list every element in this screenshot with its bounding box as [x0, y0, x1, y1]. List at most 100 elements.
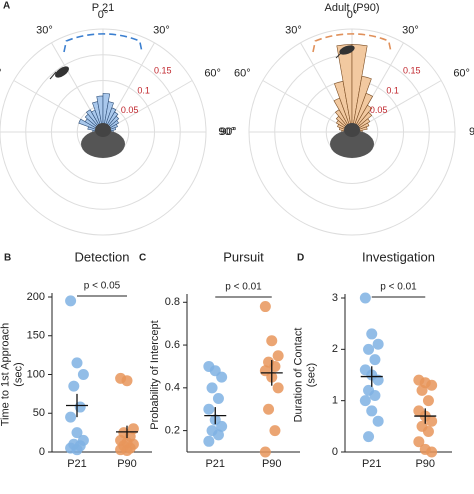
data-point	[366, 405, 378, 417]
data-point	[363, 431, 375, 443]
y-axis-label: Time to 1st Approach	[0, 323, 11, 427]
y-tick-label: 0	[332, 446, 338, 458]
y-tick-label: 150	[27, 330, 45, 342]
mouse-body	[81, 130, 125, 158]
cricket-icon	[335, 45, 355, 59]
mouse-body	[330, 130, 374, 158]
data-point	[203, 435, 215, 447]
y-axis-label: (sec)	[12, 362, 24, 386]
data-point	[372, 338, 384, 350]
data-point	[363, 343, 375, 355]
data-point	[416, 384, 428, 396]
data-point	[272, 382, 284, 394]
y-tick-label: 200	[27, 291, 45, 303]
data-point	[216, 371, 228, 383]
data-point	[426, 446, 438, 458]
data-point	[422, 395, 434, 407]
data-point	[71, 357, 83, 369]
angle-label: 60°	[453, 67, 470, 79]
panel-label: B	[4, 253, 11, 264]
data-point	[269, 425, 281, 437]
target-arc	[312, 33, 392, 53]
radial-tick-label: 0.15	[154, 66, 172, 76]
y-tick-label: 100	[27, 368, 45, 380]
data-point	[77, 369, 89, 380]
data-point	[426, 415, 438, 427]
y-tick-label: 2	[332, 343, 338, 355]
radial-tick-label: 0.1	[137, 85, 150, 95]
angle-label: 0°	[347, 9, 358, 21]
data-point	[206, 382, 218, 394]
sig-label: p < 0.01	[225, 282, 262, 293]
angle-label: 30°	[153, 25, 170, 37]
y-axis-label: Probability of Intercept	[149, 320, 161, 429]
x-tick-label: P21	[362, 458, 382, 470]
y-tick-label: 0.2	[165, 425, 180, 437]
angle-label: 90°	[220, 126, 237, 138]
data-point	[266, 335, 278, 347]
data-point	[369, 354, 381, 366]
angle-label: 60°	[204, 67, 221, 79]
data-point	[359, 395, 371, 407]
data-point	[263, 403, 275, 415]
data-point	[413, 436, 425, 448]
chart-title: Detection	[75, 249, 130, 264]
data-point	[372, 374, 384, 386]
data-point	[426, 379, 438, 391]
sig-label: p < 0.01	[380, 282, 417, 293]
angle-label: 90°	[469, 126, 474, 138]
cricket-icon	[49, 66, 69, 80]
data-point	[203, 403, 215, 415]
angle-label: 90°	[218, 126, 235, 138]
x-tick-label: P21	[205, 458, 225, 470]
mouse-head	[344, 123, 360, 137]
data-point	[121, 444, 133, 456]
polar-bar	[351, 92, 374, 133]
data-point	[422, 425, 434, 437]
chart-title: Pursuit	[223, 249, 264, 264]
sig-label: p < 0.05	[84, 281, 121, 292]
y-tick-label: 50	[33, 407, 45, 419]
chart-title: Adult (P90)	[324, 2, 379, 14]
angle-label: 60°	[0, 67, 2, 79]
y-tick-label: 1	[332, 395, 338, 407]
data-point	[71, 427, 83, 439]
radial-tick-label: 0.05	[370, 105, 388, 115]
angle-label: 30°	[36, 25, 53, 37]
chart-title: Investigation	[362, 249, 435, 264]
x-tick-label: P90	[262, 458, 282, 470]
radial-tick-label: 0.1	[386, 85, 399, 95]
x-tick-label: P21	[67, 458, 87, 470]
y-tick-label: 0	[39, 446, 45, 458]
angle-label: 60°	[234, 67, 251, 79]
radial-tick-label: 0.15	[403, 66, 421, 76]
data-point	[369, 390, 381, 402]
target-arc	[63, 33, 143, 53]
x-tick-label: P90	[117, 458, 137, 470]
y-tick-label: 0.8	[165, 296, 180, 308]
data-point	[259, 446, 271, 458]
y-axis-label: (sec)	[305, 363, 317, 387]
angle-label: 30°	[285, 25, 302, 37]
y-tick-label: 0.4	[165, 382, 180, 394]
panel-label: A	[3, 1, 10, 12]
data-point	[71, 444, 83, 456]
data-point	[65, 411, 77, 423]
data-point	[212, 429, 224, 441]
data-point	[68, 380, 80, 392]
angle-label: 0°	[98, 9, 109, 21]
radial-tick-label: 0.05	[121, 105, 139, 115]
data-point	[259, 301, 271, 313]
y-axis-label: Duration of Contact	[292, 328, 304, 423]
data-point	[366, 328, 378, 340]
data-point	[121, 375, 133, 387]
mouse-head	[95, 123, 111, 137]
chart-title: P 21	[92, 2, 114, 14]
angle-label: 30°	[402, 25, 419, 37]
data-point	[212, 393, 224, 405]
x-tick-label: P90	[415, 458, 435, 470]
panel-label: D	[297, 253, 304, 264]
data-point	[359, 292, 371, 304]
data-point	[65, 295, 77, 307]
